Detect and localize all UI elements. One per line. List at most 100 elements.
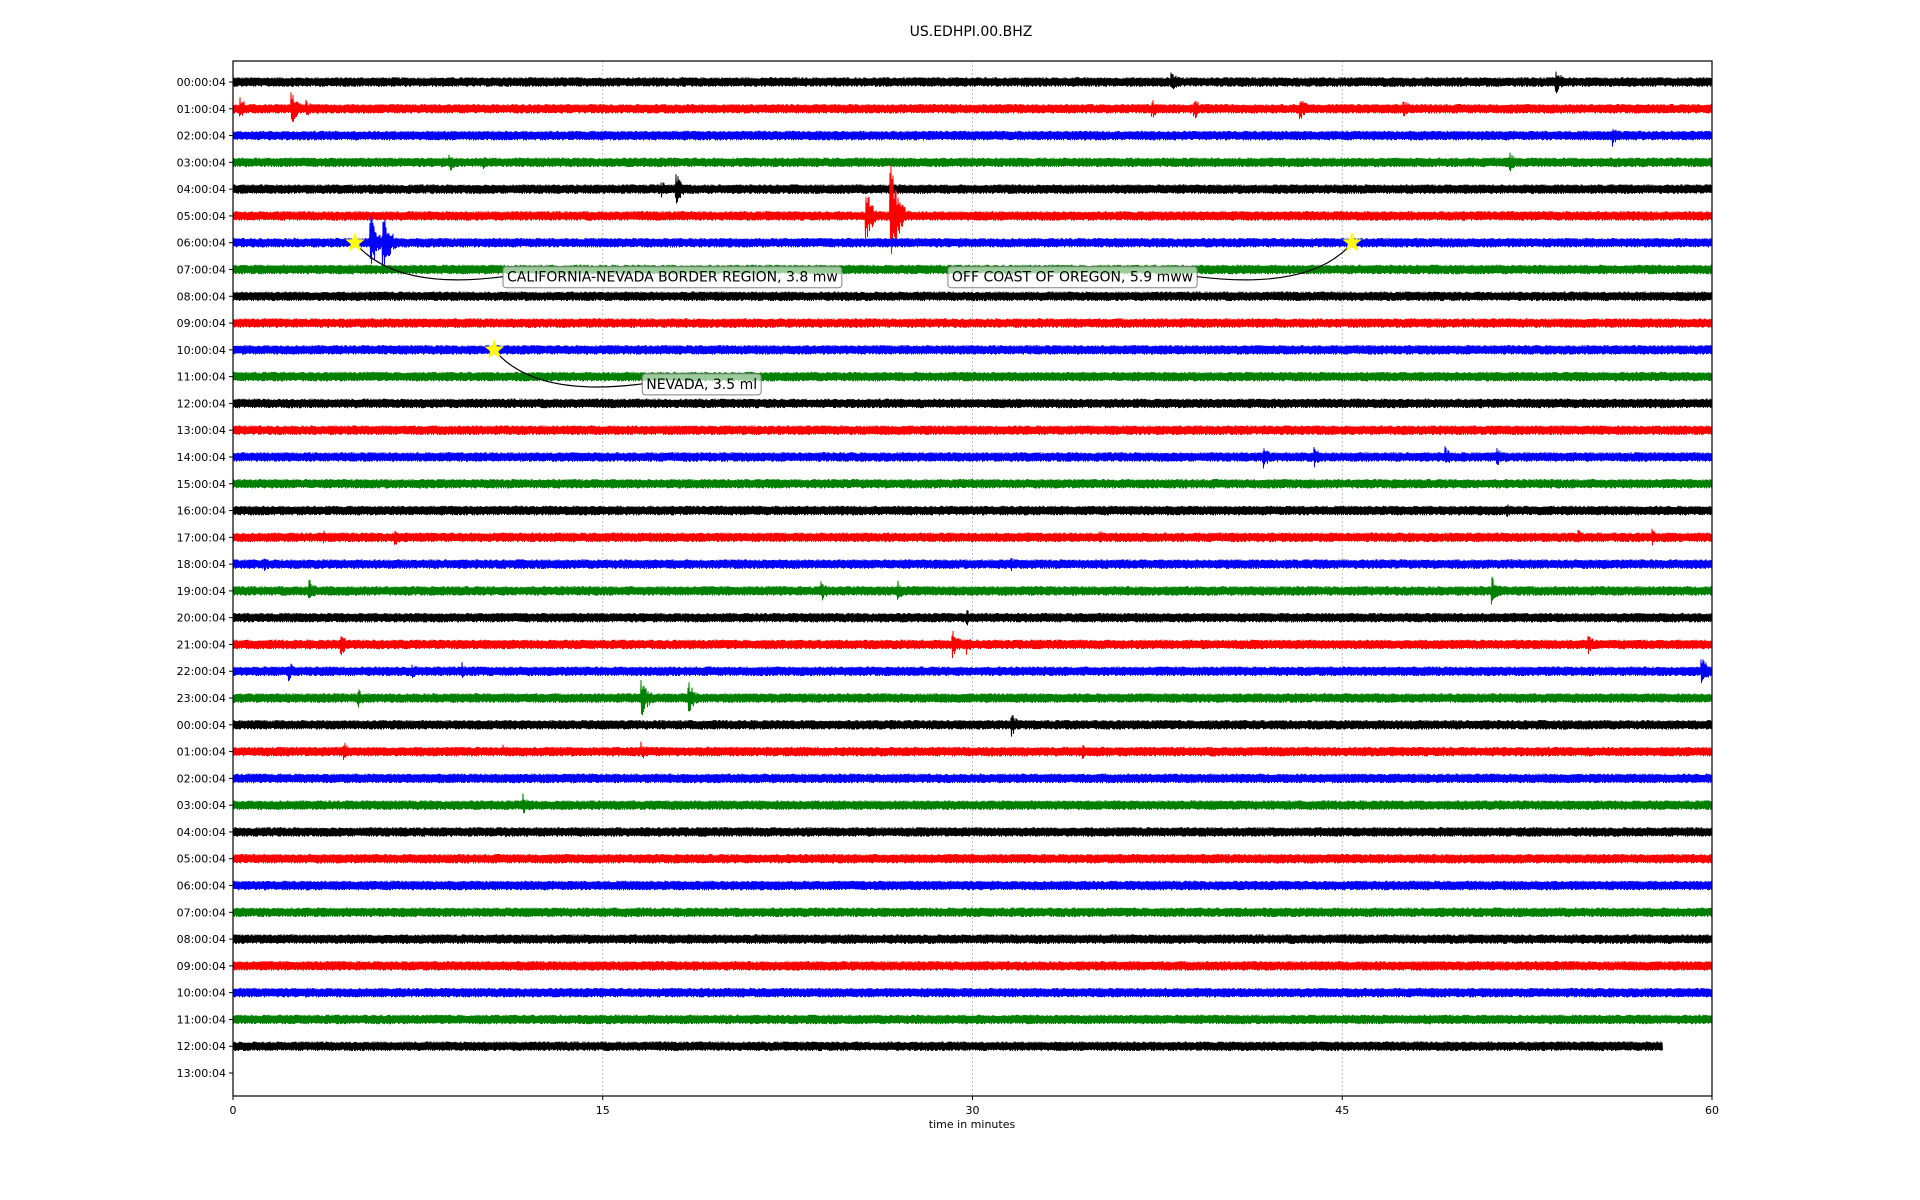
star-icon <box>345 232 365 252</box>
event-annotation: NEVADA, 3.5 ml <box>484 339 762 396</box>
event-annotation: OFF COAST OF OREGON, 5.9 mww <box>947 232 1363 289</box>
trace-line <box>232 152 1713 172</box>
chart-title: US.EDHPI.00.BHZ <box>910 24 1033 40</box>
trace-line <box>232 853 1713 864</box>
event-label: NEVADA, 3.5 ml <box>646 377 757 393</box>
trace-line <box>232 71 1713 94</box>
y-tick-label: 12:00:04 <box>177 397 226 410</box>
y-tick-label: 19:00:04 <box>177 585 226 598</box>
y-tick-label: 01:00:04 <box>177 103 226 116</box>
trace-line <box>232 398 1713 409</box>
y-tick-label: 11:00:04 <box>177 1013 226 1026</box>
trace-line <box>232 291 1713 302</box>
trace-line <box>232 934 1713 944</box>
annotations: CALIFORNIA-NEVADA BORDER REGION, 3.8 mw O… <box>345 232 1363 396</box>
y-tick-label: 23:00:04 <box>177 692 226 705</box>
trace-line <box>232 793 1713 814</box>
y-tick-label: 18:00:04 <box>177 558 226 571</box>
y-tick-label: 05:00:04 <box>177 853 226 866</box>
trace-line <box>232 216 1713 271</box>
x-tick-label: 30 <box>966 1104 980 1117</box>
y-tick-label: 14:00:04 <box>177 451 226 464</box>
traces <box>232 71 1713 1052</box>
trace-line <box>232 558 1713 572</box>
y-tick-label: 00:00:04 <box>177 719 226 732</box>
trace-line <box>232 679 1713 716</box>
y-tick-label: 12:00:04 <box>177 1040 226 1053</box>
y-tick-label: 13:00:04 <box>177 1067 226 1080</box>
y-tick-label: 21:00:04 <box>177 638 226 651</box>
y-tick-label: 04:00:04 <box>177 183 226 196</box>
y-tick-label: 16:00:04 <box>177 505 226 518</box>
y-tick-label: 08:00:04 <box>177 290 226 303</box>
x-tick-label: 60 <box>1705 1104 1719 1117</box>
y-tick-label: 03:00:04 <box>177 156 226 169</box>
y-tick-label: 00:00:04 <box>177 76 226 89</box>
event-label: CALIFORNIA-NEVADA BORDER REGION, 3.8 mw <box>507 270 838 286</box>
trace-line <box>232 504 1713 517</box>
y-tick-label: 02:00:04 <box>177 130 226 143</box>
y-tick-label: 07:00:04 <box>177 906 226 919</box>
trace-line <box>232 659 1713 684</box>
trace-line <box>232 630 1713 659</box>
star-icon <box>484 339 505 359</box>
trace-line <box>232 880 1713 891</box>
trace-line <box>232 478 1713 489</box>
event-annotation: CALIFORNIA-NEVADA BORDER REGION, 3.8 mw <box>345 232 843 289</box>
y-tick-label: 06:00:04 <box>177 880 226 893</box>
y-tick-label: 09:00:04 <box>177 960 226 973</box>
trace-line <box>232 164 1713 255</box>
y-tick-label: 17:00:04 <box>177 531 226 544</box>
plot-frame <box>232 60 1713 1097</box>
y-tick-label: 10:00:04 <box>177 344 226 357</box>
x-tick-label: 45 <box>1335 1104 1349 1117</box>
y-tick-label: 08:00:04 <box>177 933 226 946</box>
y-tick-label: 02:00:04 <box>177 772 226 785</box>
y-tick-labels: 00:00:04 01:00:04 02:00:04 03:00:04 04:00:04… <box>177 76 233 1080</box>
event-connector <box>1197 242 1353 281</box>
trace-line <box>232 446 1713 469</box>
y-tick-label: 05:00:04 <box>177 210 226 223</box>
trace-line <box>232 1041 1663 1052</box>
trace-line <box>232 961 1713 971</box>
y-tick-label: 10:00:04 <box>177 987 226 1000</box>
trace-line <box>232 773 1713 784</box>
trace-line <box>232 371 1713 382</box>
x-tick-label: 15 <box>596 1104 610 1117</box>
trace-line <box>232 1014 1713 1025</box>
trace-line <box>232 907 1713 918</box>
trace-line <box>232 344 1713 355</box>
star-icon <box>1342 232 1363 252</box>
trace-line <box>232 92 1713 122</box>
trace-line <box>232 715 1713 737</box>
event-connector <box>354 242 504 281</box>
y-tick-label: 06:00:04 <box>177 237 226 250</box>
trace-line <box>232 987 1713 998</box>
y-tick-label: 01:00:04 <box>177 746 226 759</box>
trace-line <box>232 425 1713 436</box>
trace-line <box>232 318 1713 328</box>
y-tick-label: 13:00:04 <box>177 424 226 437</box>
y-tick-label: 09:00:04 <box>177 317 226 330</box>
y-tick-label: 20:00:04 <box>177 612 226 625</box>
y-tick-label: 04:00:04 <box>177 826 226 839</box>
trace-line <box>232 827 1713 837</box>
trace-line <box>232 129 1713 147</box>
trace-line <box>232 174 1713 204</box>
x-axis-label: time in minutes <box>929 1118 1016 1131</box>
y-tick-label: 22:00:04 <box>177 665 226 678</box>
y-tick-label: 15:00:04 <box>177 478 226 491</box>
x-ticks: 0 15 30 45 60 <box>230 1096 1719 1117</box>
y-tick-label: 11:00:04 <box>177 371 226 384</box>
trace-line <box>232 528 1713 546</box>
trace-line <box>232 576 1713 605</box>
y-tick-label: 03:00:04 <box>177 799 226 812</box>
trace-line <box>232 741 1713 760</box>
event-label: OFF COAST OF OREGON, 5.9 mww <box>952 270 1193 286</box>
grid-lines <box>602 61 1343 1096</box>
y-tick-label: 07:00:04 <box>177 263 226 276</box>
x-tick-label: 0 <box>230 1104 237 1117</box>
event-connector <box>493 349 643 388</box>
trace-line <box>232 610 1713 626</box>
